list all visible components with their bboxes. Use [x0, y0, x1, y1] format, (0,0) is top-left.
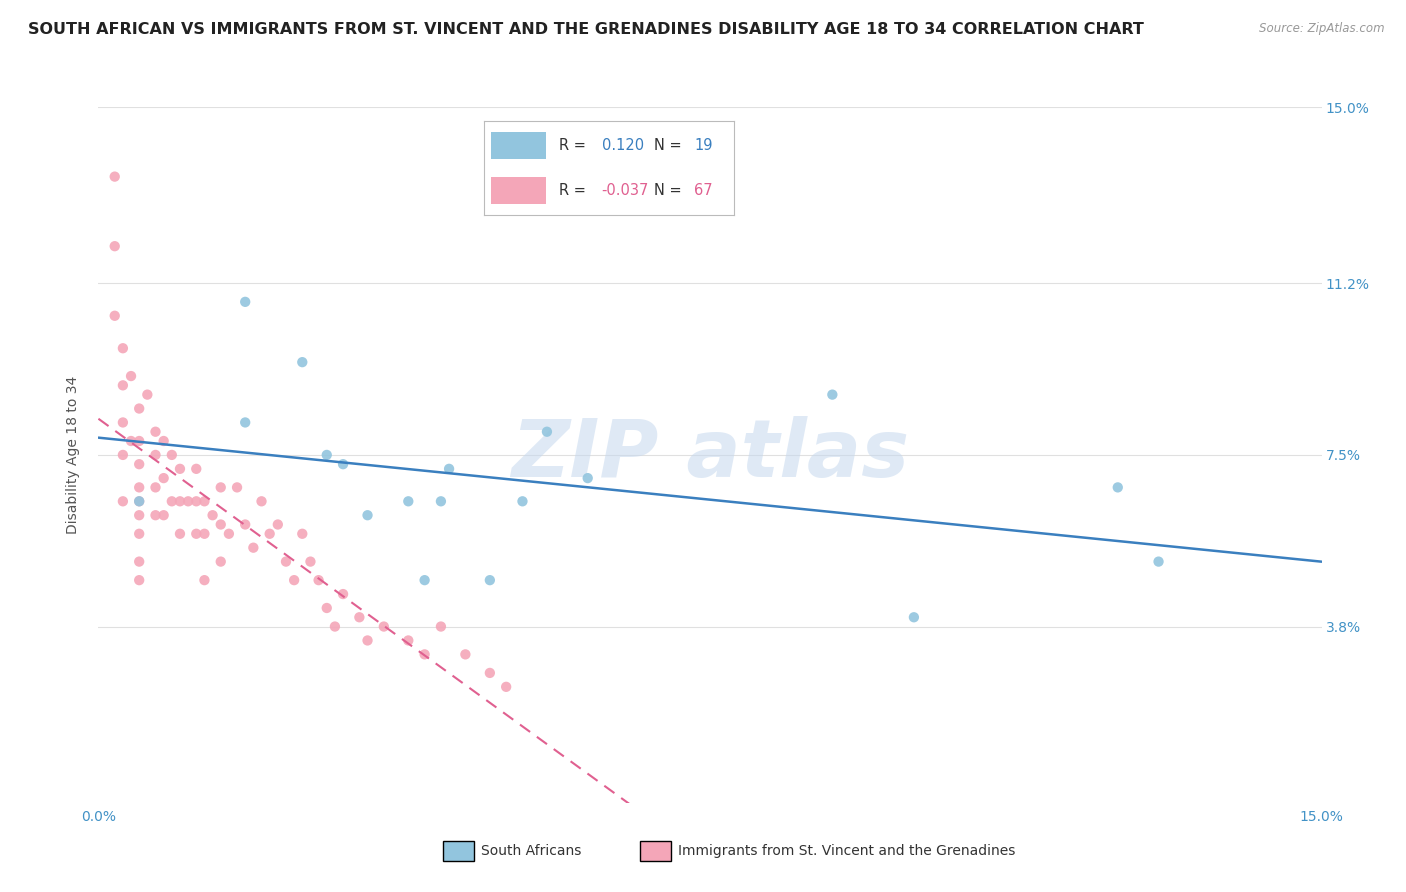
Point — [128, 494, 150, 508]
Point — [315, 448, 337, 462]
Point — [242, 541, 264, 555]
Point — [104, 239, 127, 253]
Point — [226, 480, 249, 494]
Point — [193, 526, 215, 541]
Point — [104, 169, 127, 184]
Point — [332, 587, 354, 601]
Text: South Africans: South Africans — [481, 844, 581, 858]
Point — [536, 425, 558, 439]
Point — [291, 355, 314, 369]
Point — [323, 619, 346, 633]
Point — [209, 480, 232, 494]
Point — [128, 457, 150, 471]
Point — [396, 633, 419, 648]
Point — [478, 665, 501, 680]
Point — [413, 573, 436, 587]
Point — [233, 416, 256, 430]
Point — [128, 494, 150, 508]
Point — [136, 387, 159, 401]
Point — [495, 680, 517, 694]
Point — [128, 573, 150, 587]
Text: Immigrants from St. Vincent and the Grenadines: Immigrants from St. Vincent and the Gren… — [678, 844, 1015, 858]
Point — [145, 448, 167, 462]
Point — [903, 610, 925, 624]
Point — [349, 610, 371, 624]
Point — [233, 294, 256, 309]
Point — [332, 457, 354, 471]
Point — [128, 526, 150, 541]
Point — [267, 517, 290, 532]
Point — [396, 494, 419, 508]
Point — [356, 508, 378, 523]
Point — [111, 416, 134, 430]
Point — [299, 555, 322, 569]
Point — [291, 526, 314, 541]
Point — [274, 555, 297, 569]
Point — [454, 648, 477, 662]
Text: ZIP atlas: ZIP atlas — [510, 416, 910, 494]
Point — [283, 573, 305, 587]
Point — [128, 480, 150, 494]
Text: SOUTH AFRICAN VS IMMIGRANTS FROM ST. VINCENT AND THE GRENADINES DISABILITY AGE 1: SOUTH AFRICAN VS IMMIGRANTS FROM ST. VIN… — [28, 22, 1144, 37]
Point — [145, 508, 167, 523]
Point — [152, 508, 174, 523]
Point — [1147, 555, 1170, 569]
Point — [186, 526, 208, 541]
Point — [430, 619, 453, 633]
Point — [413, 648, 436, 662]
Point — [233, 517, 256, 532]
Point — [120, 434, 142, 448]
Point — [128, 508, 150, 523]
Point — [111, 448, 134, 462]
Point — [177, 494, 200, 508]
Point — [145, 480, 167, 494]
Point — [437, 462, 460, 476]
Point — [218, 526, 240, 541]
Point — [576, 471, 599, 485]
Point — [512, 494, 534, 508]
Point — [259, 526, 281, 541]
Point — [193, 573, 215, 587]
Point — [201, 508, 224, 523]
Point — [128, 555, 150, 569]
Point — [209, 517, 232, 532]
Point — [821, 387, 844, 401]
Point — [111, 341, 134, 355]
Point — [111, 378, 134, 392]
Point — [111, 494, 134, 508]
Point — [152, 471, 174, 485]
Point — [152, 434, 174, 448]
Point — [145, 425, 167, 439]
Point — [356, 633, 378, 648]
Point — [169, 494, 191, 508]
Point — [430, 494, 453, 508]
Point — [120, 369, 142, 384]
Point — [193, 494, 215, 508]
Point — [104, 309, 127, 323]
Point — [160, 448, 183, 462]
Point — [186, 494, 208, 508]
Text: Source: ZipAtlas.com: Source: ZipAtlas.com — [1260, 22, 1385, 36]
Point — [128, 434, 150, 448]
Point — [209, 555, 232, 569]
Point — [373, 619, 395, 633]
Point — [160, 494, 183, 508]
Point — [186, 462, 208, 476]
Point — [169, 526, 191, 541]
Point — [308, 573, 330, 587]
Point — [1107, 480, 1129, 494]
Y-axis label: Disability Age 18 to 34: Disability Age 18 to 34 — [66, 376, 80, 534]
Point — [250, 494, 273, 508]
Point — [128, 401, 150, 416]
Point — [478, 573, 501, 587]
Point — [315, 601, 337, 615]
Point — [169, 462, 191, 476]
